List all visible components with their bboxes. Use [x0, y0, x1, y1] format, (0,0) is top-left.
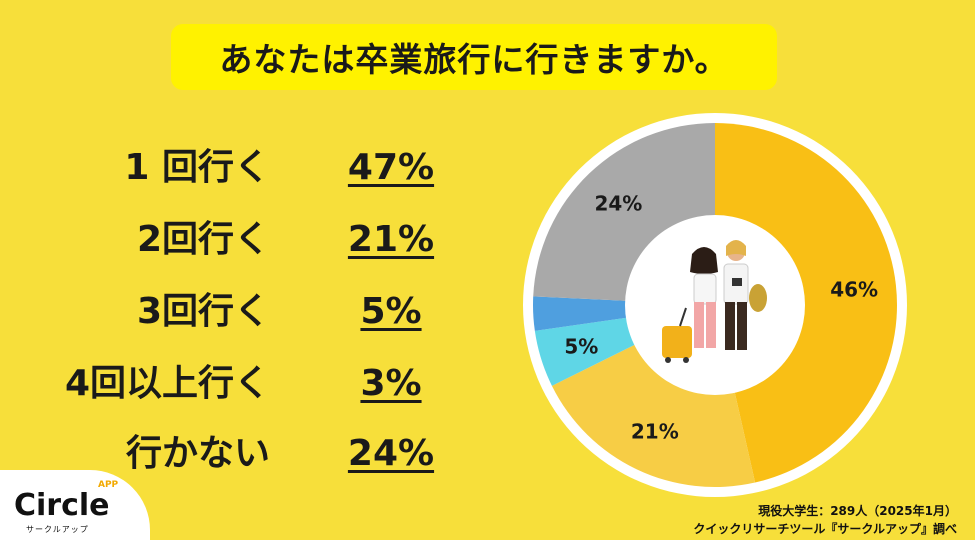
logo-word: Circle	[14, 488, 110, 523]
pie-slice	[715, 123, 897, 483]
donut-chart: 46% 21% 5% 24%	[523, 113, 907, 497]
row-label: 2回行く	[136, 219, 270, 260]
camera-icon	[732, 278, 742, 286]
title-box: あなたは卒業旅行に行きますか。	[171, 24, 777, 90]
pie-slice-label: 24%	[594, 192, 642, 216]
source-line-2: クイックリサーチツール『サークルアップ』調べ	[693, 522, 957, 536]
pie-slice-label: 21%	[631, 419, 679, 443]
suitcase-icon	[662, 326, 692, 358]
result-row: 3回行く 5%	[0, 282, 470, 342]
row-value: 3%	[360, 363, 422, 404]
row-value: 21%	[347, 219, 435, 260]
chart-title: あなたは卒業旅行に行きますか。	[219, 40, 729, 79]
row-value: 5%	[360, 291, 422, 332]
result-row: 1 回行く 47%	[0, 138, 470, 198]
row-label: 行かない	[125, 433, 270, 474]
row-label: 3回行く	[136, 291, 270, 332]
row-value: 24%	[347, 433, 435, 474]
result-row: 2回行く 21%	[0, 210, 470, 270]
backpack-icon	[749, 284, 767, 312]
row-label: 1 回行く	[124, 147, 270, 188]
pie-slice-label: 46%	[830, 277, 878, 301]
result-row: 4回以上行く 3%	[0, 354, 470, 414]
pie-slice-label: 5%	[564, 335, 598, 359]
logo-subtitle: サークルアップ	[26, 525, 89, 534]
result-row: 行かない 24%	[0, 424, 470, 484]
brand-logo: Circle APP サークルアップ	[0, 470, 150, 540]
row-label: 4回以上行く	[64, 363, 270, 404]
source-line-1: 現役大学生：289人（2025年1月）	[758, 504, 957, 518]
logo-app-tag: APP	[98, 480, 119, 490]
row-value: 47%	[347, 147, 435, 188]
travelers-illustration	[662, 240, 767, 363]
